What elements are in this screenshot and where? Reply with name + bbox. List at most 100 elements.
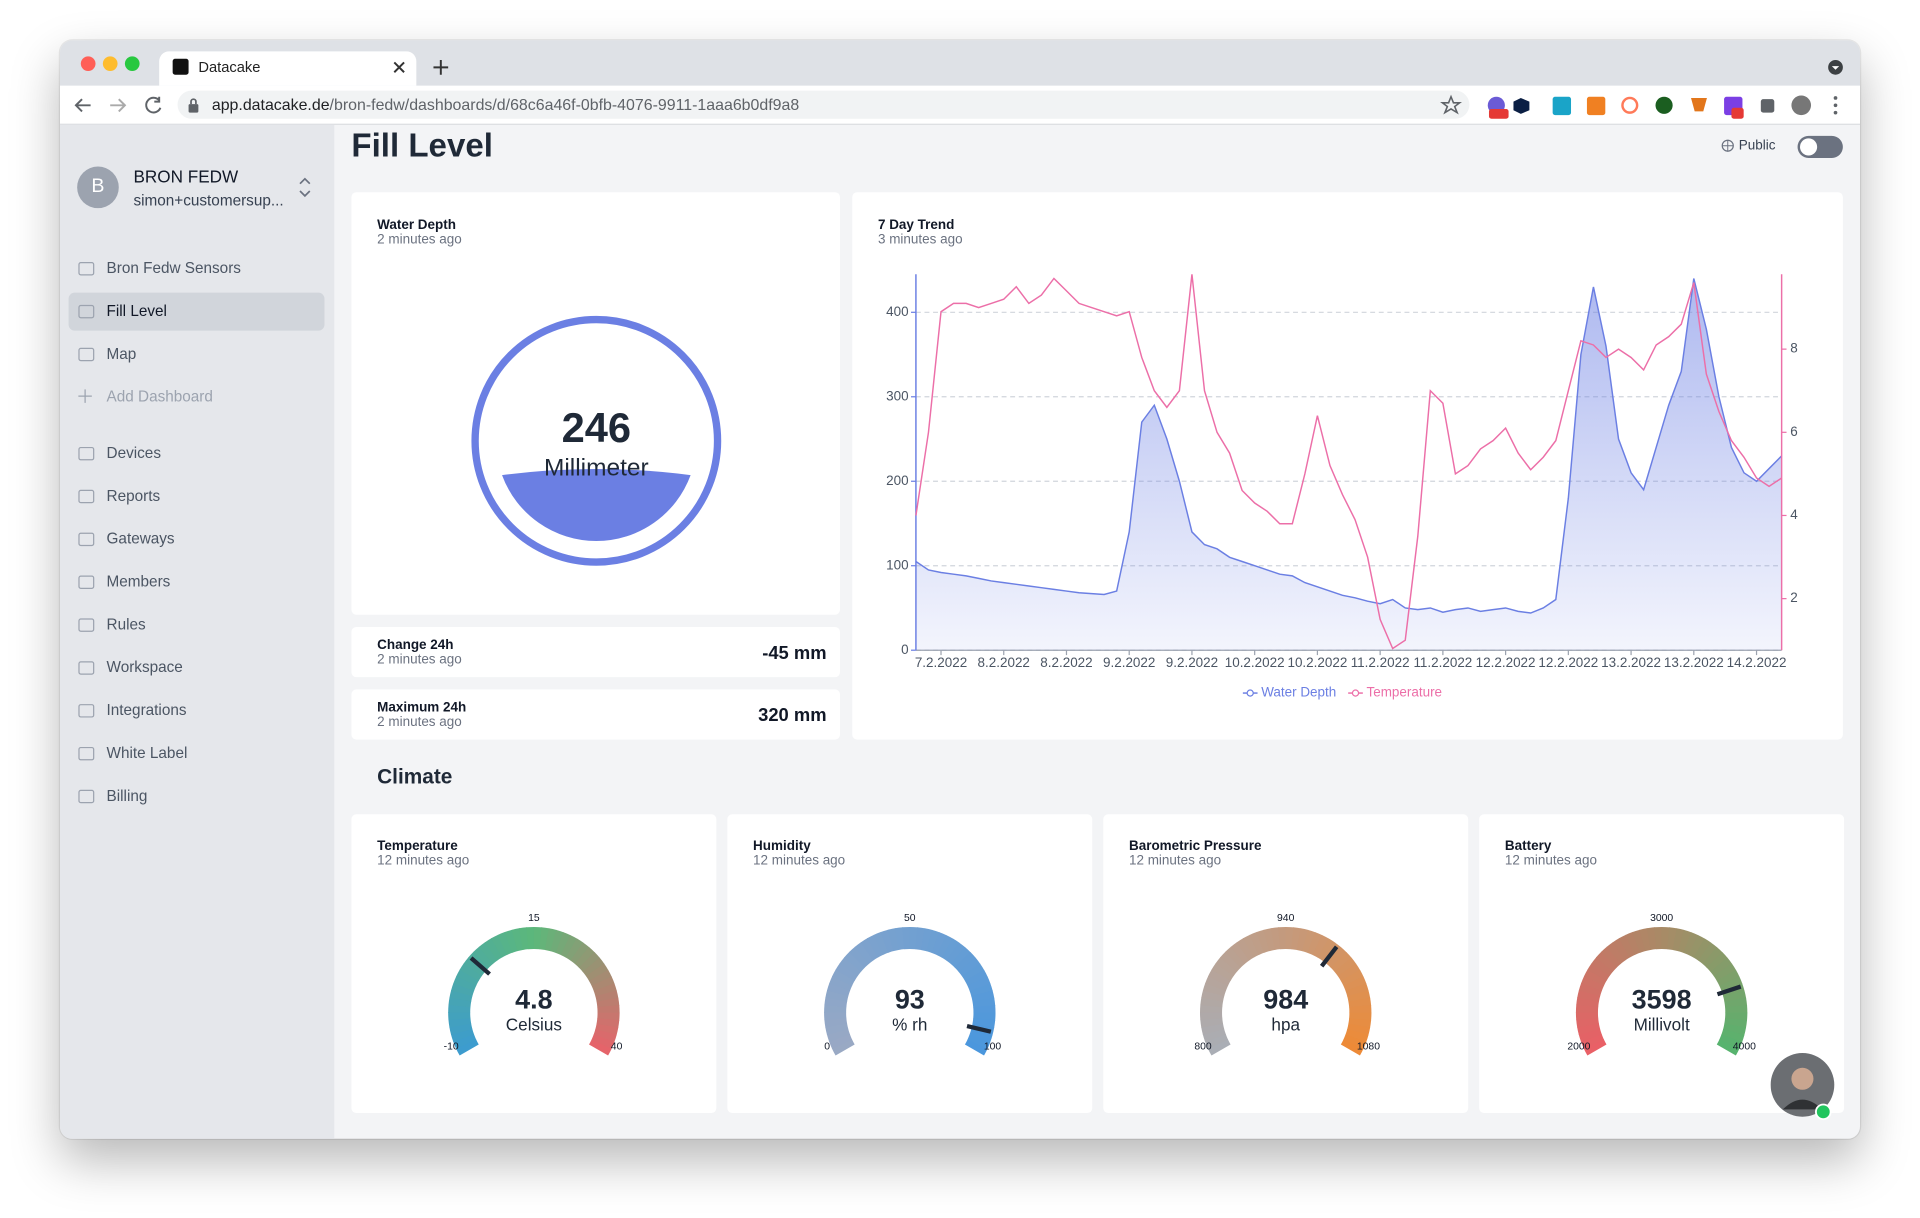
card-updated: 12 minutes ago	[1128, 853, 1222, 869]
gauge-arc	[825, 989, 849, 1002]
gauge-arc	[1200, 997, 1224, 1008]
y2-tick-label: 6	[1790, 424, 1797, 439]
gauge-arc	[511, 928, 524, 952]
url-host: app.datacake.de	[211, 95, 330, 114]
gauge-arc	[484, 938, 503, 961]
gauge-arc	[880, 929, 894, 953]
card-updated: 2 minutes ago	[377, 652, 462, 668]
gauge-needle	[1319, 945, 1339, 968]
gauge-arc	[824, 997, 848, 1008]
nav-item[interactable]: Members	[69, 563, 325, 601]
gauge-arc	[1242, 934, 1260, 958]
gauge-arc	[550, 929, 564, 954]
line	[915, 274, 1783, 650]
nav-label: Gateways	[106, 530, 175, 548]
extension[interactable]	[1552, 96, 1572, 116]
nav-item[interactable]: Integrations	[69, 692, 325, 730]
card-updated: 2 minutes ago	[377, 715, 462, 730]
support-avatar[interactable]	[1770, 1053, 1837, 1122]
minimize-button[interactable]	[102, 56, 118, 72]
browser-tab[interactable]	[159, 51, 417, 86]
extension[interactable]	[1586, 96, 1606, 116]
y-tick-label: 300	[886, 388, 908, 403]
gauge-arc	[1724, 1018, 1748, 1029]
gauge-arc	[1347, 990, 1371, 1003]
gauge-arc	[894, 927, 905, 950]
card-title: Water Depth	[377, 217, 456, 233]
nav-label: Bron Fedw Sensors	[106, 259, 241, 277]
back[interactable]	[74, 98, 91, 113]
nav-icon	[78, 347, 95, 362]
gauge-arc	[920, 928, 933, 952]
nav-item[interactable]: Fill Level	[68, 292, 325, 331]
extension[interactable]	[1621, 96, 1639, 114]
gauge-arc	[518, 927, 529, 950]
extension[interactable]	[1691, 97, 1707, 112]
address-bar[interactable]	[177, 90, 1470, 119]
nav-item[interactable]: Map	[69, 336, 325, 374]
lock-icon	[188, 98, 199, 113]
x-tick-label: 12.2.2022	[1476, 655, 1536, 670]
gauge-arc	[1625, 931, 1641, 955]
x-tick-label: 9.2.2022	[1166, 655, 1218, 670]
nav-icon	[78, 304, 95, 319]
gauge-arc	[829, 1033, 853, 1049]
close-button[interactable]	[80, 56, 96, 72]
nav-item[interactable]: Workspace	[69, 649, 325, 687]
nav-item[interactable]: Rules	[69, 606, 325, 644]
gauge-arc	[1337, 963, 1361, 982]
public-toggle[interactable]	[1797, 135, 1843, 158]
bookmark-star[interactable]	[1440, 94, 1462, 115]
gauge-arc	[1256, 929, 1270, 953]
gauge-max-label: 1080	[1357, 1042, 1380, 1053]
gauge-arc	[1672, 928, 1685, 952]
gauge-arc	[1698, 942, 1718, 965]
gauge-arc	[1270, 927, 1281, 950]
nav-label: Fill Level	[106, 302, 167, 320]
gauge-card: Barometric Pressure 12 minutes ago	[1103, 814, 1469, 1114]
tank-fill	[502, 468, 691, 541]
gauge-arc	[832, 969, 855, 986]
nav-icon	[78, 489, 95, 504]
workspace-switcher[interactable]	[298, 176, 313, 198]
nav-item[interactable]: Add Dashboard	[69, 378, 325, 416]
page-title: Fill Level	[351, 127, 493, 165]
gauge-arc	[1591, 957, 1614, 977]
gauge-max-label: 40	[611, 1042, 623, 1053]
gauge-arc	[565, 938, 584, 961]
nav-item[interactable]: White Label	[69, 735, 325, 773]
extension[interactable]	[1513, 97, 1530, 114]
profile[interactable]	[1791, 95, 1812, 116]
new-tab[interactable]	[433, 60, 449, 75]
gauge-arc	[574, 946, 595, 969]
gauge-arc	[478, 942, 498, 964]
nav-item[interactable]: Gateways	[69, 520, 325, 558]
gauge-arc	[915, 927, 926, 951]
extensions-menu[interactable]	[1760, 99, 1775, 113]
nav-item[interactable]: Devices	[69, 435, 325, 473]
tab-close[interactable]	[393, 61, 405, 73]
gauge-card: Humidity 12 minutes ago	[727, 814, 1093, 1114]
change-card: Change 24h 2 minutes ago -45 mm	[351, 626, 841, 678]
gauge-arc	[1724, 997, 1748, 1008]
gauge-arc	[591, 1034, 615, 1050]
extension[interactable]	[1655, 96, 1673, 114]
reload[interactable]	[145, 96, 162, 114]
nav-item[interactable]: Billing	[69, 778, 325, 816]
gauge-arc	[1646, 927, 1657, 950]
forward[interactable]	[110, 98, 127, 113]
gauge-arc	[1721, 1029, 1745, 1043]
x-tick-label: 9.2.2022	[1103, 655, 1155, 670]
card-updated: 12 minutes ago	[753, 853, 846, 869]
gauge-arc	[1576, 1017, 1599, 1028]
gauge-arc	[473, 946, 494, 968]
legend-label: Temperature	[1367, 685, 1443, 700]
tab-menu[interactable]	[1824, 56, 1846, 78]
y-tick-label: 200	[886, 473, 908, 488]
zoom-button[interactable]	[124, 56, 140, 72]
nav-item[interactable]: Bron Fedw Sensors	[69, 250, 325, 288]
gauge-arc	[1236, 938, 1255, 961]
gauge-arc	[941, 938, 960, 961]
gauge-arc	[1202, 982, 1227, 997]
nav-item[interactable]: Reports	[69, 478, 325, 516]
